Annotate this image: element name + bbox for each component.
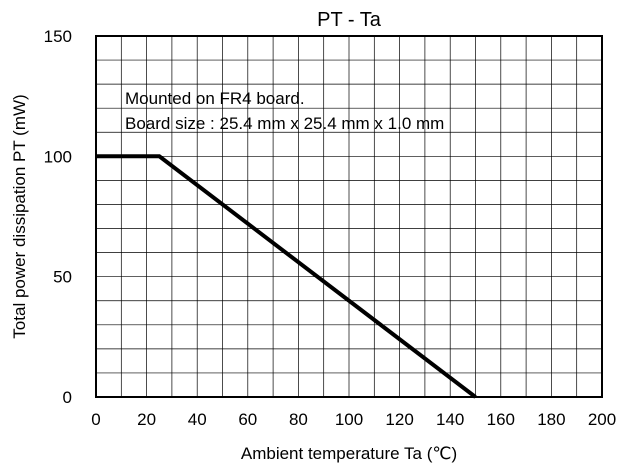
y-tick-label: 0 bbox=[63, 388, 72, 407]
x-tick-labels: 0 20 40 60 80 100 120 140 160 180 200 bbox=[91, 410, 616, 429]
annotation-mounting: Mounted on FR4 board. bbox=[125, 89, 305, 108]
x-tick-label: 120 bbox=[385, 410, 413, 429]
grid bbox=[96, 36, 602, 397]
series-layer bbox=[96, 154, 477, 399]
y-tick-label: 50 bbox=[53, 268, 72, 287]
x-tick-label: 60 bbox=[238, 410, 257, 429]
chart-title: PT - Ta bbox=[317, 9, 382, 31]
x-axis-title: Ambient temperature Ta (℃) bbox=[241, 444, 457, 463]
y-tick-labels: 0 50 100 150 bbox=[44, 27, 72, 407]
y-tick-label: 150 bbox=[44, 27, 72, 46]
x-tick-label: 0 bbox=[91, 410, 100, 429]
x-tick-label: 80 bbox=[289, 410, 308, 429]
x-tick-label: 180 bbox=[537, 410, 565, 429]
series-line bbox=[96, 154, 477, 399]
y-tick-label: 100 bbox=[44, 147, 72, 166]
x-tick-label: 20 bbox=[137, 410, 156, 429]
x-tick-label: 40 bbox=[188, 410, 207, 429]
x-tick-label: 160 bbox=[487, 410, 515, 429]
y-axis-title: Total power dissipation PT (mW) bbox=[10, 94, 29, 338]
annotation-board-size: Board size : 25.4 mm x 25.4 mm x 1.0 mm bbox=[125, 114, 444, 133]
x-tick-label: 140 bbox=[436, 410, 464, 429]
x-tick-label: 200 bbox=[588, 410, 616, 429]
x-tick-label: 100 bbox=[335, 410, 363, 429]
plot-frame bbox=[95, 35, 603, 398]
